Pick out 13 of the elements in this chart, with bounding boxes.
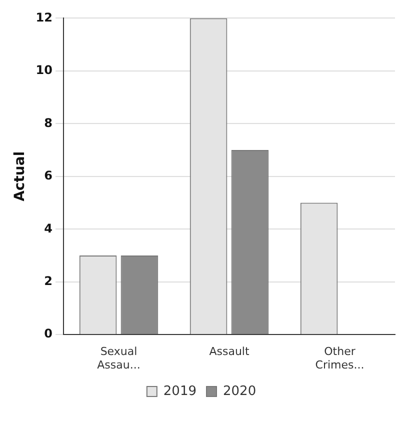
y-axis-title: Actual: [12, 151, 28, 202]
y-tick-label: 0: [44, 326, 52, 341]
x-tick-label: Other Crimes...: [315, 345, 364, 372]
y-tick-label: 12: [36, 10, 52, 24]
legend-label: 2020: [223, 384, 256, 399]
y-tick-label: 4: [44, 221, 52, 236]
legend-label: 2019: [163, 384, 197, 399]
y-tick-label: 6: [44, 168, 52, 183]
y-tick-label: 10: [36, 63, 52, 78]
y-tick-label: 2: [44, 274, 52, 288]
y-tick-label: 8: [44, 116, 52, 130]
x-tick-label: Assault: [209, 345, 250, 358]
x-tick-label: Sexual Assau...: [97, 345, 140, 372]
